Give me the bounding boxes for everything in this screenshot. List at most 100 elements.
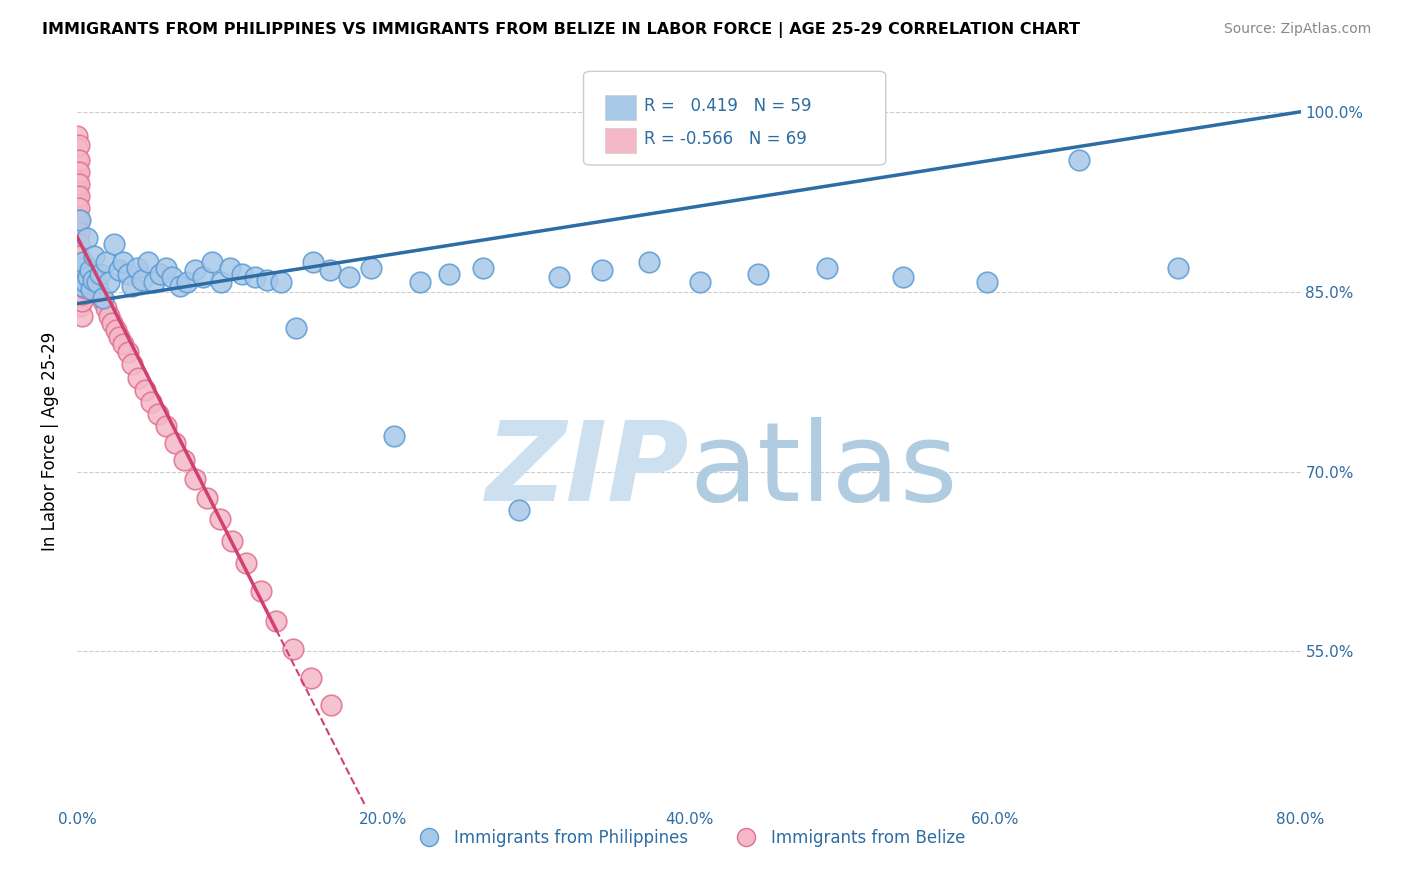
Point [73,273,96,287]
Point [117,267,139,281]
Point [77,270,100,285]
Point [66,153,89,167]
Point [67,153,90,167]
Point [82,273,104,287]
Point [103,236,125,251]
Point [66,184,89,198]
Point [96,301,118,316]
Point [66,141,89,155]
Point [195,491,218,505]
Point [76,275,98,289]
Point [107,263,129,277]
Point [73,281,96,295]
Point [80,282,103,296]
Point [66,174,89,188]
Point [67,236,90,251]
Point [155,260,177,275]
Text: atlas: atlas [689,417,957,524]
Point [155,419,177,434]
Point [339,270,361,285]
Point [101,316,124,330]
Point [70,285,93,299]
Point [89,287,111,301]
Point [208,512,231,526]
Point [72,278,94,293]
Point [176,275,198,289]
Point [285,320,308,334]
Point [66,165,89,179]
Point [815,260,838,275]
Point [84,285,107,299]
Point [69,260,91,275]
Point [256,273,278,287]
Point [69,270,91,285]
Text: Source: ZipAtlas.com: Source: ZipAtlas.com [1223,22,1371,37]
Point [70,275,93,289]
Point [184,263,207,277]
Point [98,309,121,323]
Point [891,270,914,285]
Text: ZIP: ZIP [485,417,689,524]
Point [165,435,187,450]
Text: R = -0.566   N = 69: R = -0.566 N = 69 [644,130,807,148]
Point [638,254,661,268]
Point [264,615,287,629]
Point [66,222,89,236]
Point [136,254,159,268]
Point [321,698,343,713]
Point [382,428,405,442]
Point [184,472,207,486]
Point [107,330,129,344]
Text: IMMIGRANTS FROM PHILIPPINES VS IMMIGRANTS FROM BELIZE IN LABOR FORCE | AGE 25-29: IMMIGRANTS FROM PHILIPPINES VS IMMIGRANT… [42,22,1080,38]
Point [98,275,121,289]
Point [72,287,94,301]
Point [76,265,98,279]
Point [301,254,323,268]
Point [139,395,162,409]
Point [96,254,118,268]
Point [131,273,153,287]
Point [83,249,105,263]
Point [69,289,91,303]
Point [121,357,143,371]
Point [67,249,90,263]
Point [173,452,195,467]
Point [1067,153,1090,167]
Point [77,270,100,285]
Point [235,556,257,570]
Point [191,270,214,285]
Point [67,138,90,153]
Point [134,383,156,397]
Point [66,128,89,143]
Point [125,260,148,275]
Point [73,275,96,289]
Point [437,267,460,281]
Point [281,642,304,657]
Point [591,263,613,277]
Point [508,503,530,517]
Point [79,263,101,277]
Point [1167,260,1189,275]
Point [221,534,243,549]
Point [689,275,711,289]
Point [299,671,322,685]
Point [67,260,90,275]
Legend: Immigrants from Philippines, Immigrants from Belize: Immigrants from Philippines, Immigrants … [405,822,973,854]
Point [67,212,90,227]
Point [66,194,89,208]
Point [67,225,90,239]
Point [69,280,91,294]
Point [70,309,93,323]
Point [104,323,127,337]
Point [66,203,89,218]
Point [117,344,139,359]
Point [69,212,91,227]
Point [127,371,149,385]
Point [66,212,89,227]
Point [91,294,114,309]
Point [91,291,114,305]
Point [89,267,111,281]
Point [67,201,90,215]
Point [209,275,232,289]
Point [231,267,253,281]
